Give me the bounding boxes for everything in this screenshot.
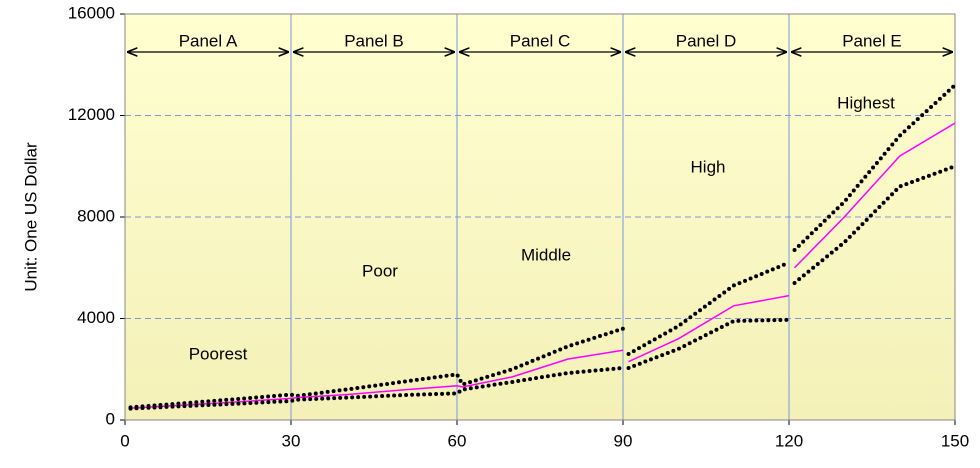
group-label: Poor xyxy=(362,261,398,280)
panel-label: Panel B xyxy=(344,31,404,50)
series-line xyxy=(128,83,957,410)
x-tick-label: 60 xyxy=(448,431,467,450)
panel-label: Panel A xyxy=(179,31,238,50)
group-label: High xyxy=(691,157,726,176)
x-tick-label: 0 xyxy=(120,431,129,450)
x-tick-label: 30 xyxy=(282,431,301,450)
y-tick-label: 8000 xyxy=(77,206,115,225)
group-label: Poorest xyxy=(189,344,248,363)
y-tick-label: 4000 xyxy=(77,308,115,327)
plot-border xyxy=(124,13,956,421)
panel-label: Panel D xyxy=(676,31,736,50)
group-label: Middle xyxy=(521,245,571,264)
y-tick-label: 0 xyxy=(106,409,115,428)
y-axis-label: Unit: One US Dollar xyxy=(21,142,40,292)
group-label: Highest xyxy=(837,93,895,112)
x-tick-label: 150 xyxy=(941,431,969,450)
x-tick-label: 90 xyxy=(614,431,633,450)
y-tick-label: 12000 xyxy=(68,105,115,124)
series-line xyxy=(128,164,957,411)
y-tick-label: 16000 xyxy=(68,3,115,22)
panel-label: Panel E xyxy=(842,31,902,50)
x-tick-label: 120 xyxy=(775,431,803,450)
panel-label: Panel C xyxy=(510,31,570,50)
